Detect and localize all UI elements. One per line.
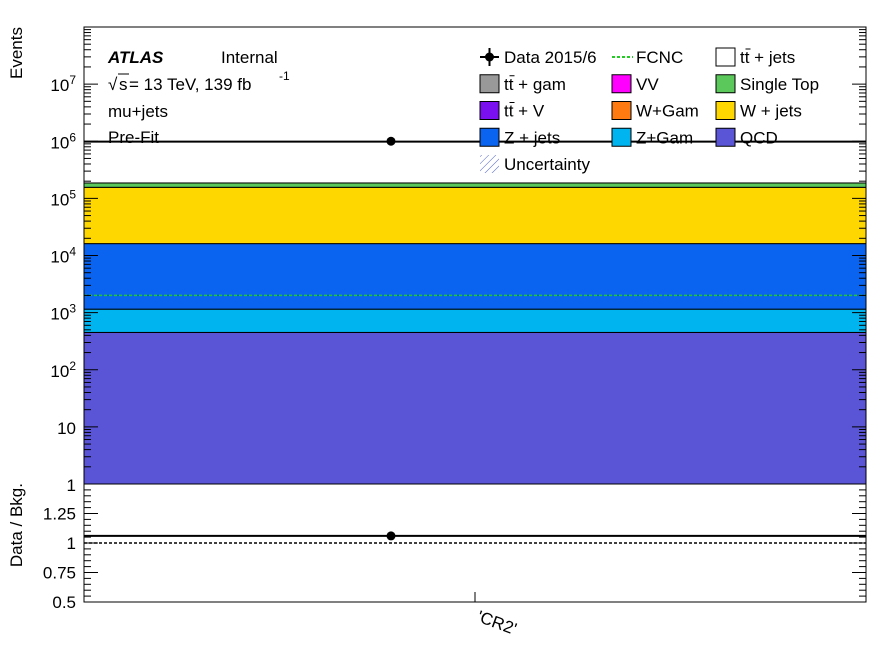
- legend-item-tt-jets: tt + jets: [715, 47, 795, 67]
- legend-item-z-gam: Z+Gam: [611, 127, 693, 147]
- y-tick-label: 102: [50, 359, 76, 381]
- energy-lumi-text: = 13 TeV, 139 fb: [129, 75, 251, 94]
- legend: Data 2015/6 FCNC tt + jets tt + gam VV Single…: [479, 47, 819, 174]
- legend-label: Z + jets: [504, 128, 560, 147]
- legend-swatch: [715, 74, 736, 94]
- data-point: [386, 136, 396, 146]
- y-tick-label: 103: [50, 302, 76, 324]
- y-tick-label: 10: [57, 419, 76, 438]
- legend-label: tt + jets: [740, 48, 795, 67]
- energy-lumi-label: √ s = 13 TeV, 139 fb -1: [108, 69, 290, 94]
- legend-swatch: [715, 47, 736, 67]
- legend-item-z-jets: Z + jets: [479, 127, 560, 147]
- y-tick-label: 105: [50, 187, 76, 209]
- atlas-label: ATLAS: [107, 48, 164, 67]
- legend-label: tt + V: [504, 102, 545, 121]
- legend-item-w-jets: W + jets: [715, 101, 802, 121]
- y-tick-label: 104: [50, 245, 76, 267]
- legend-label: Single Top: [740, 75, 819, 94]
- legend-item-uncertainty: Uncertainty: [480, 155, 590, 174]
- stack-bar-z-gam: [83, 308, 867, 333]
- legend-swatch: [479, 101, 500, 120]
- legend-label: QCD: [740, 128, 778, 147]
- y-tick-label: 1: [67, 476, 76, 495]
- channel-label: mu+jets: [108, 102, 168, 121]
- legend-item-w-gam: W+Gam: [611, 101, 699, 121]
- legend-swatch: [485, 52, 494, 62]
- ratio-y-tick-label: 1.25: [43, 505, 76, 524]
- legend-item-tt-v: tt + V: [479, 101, 545, 121]
- main-panel: 1 10 102 103 104 105 106 107 Events: [7, 26, 867, 495]
- atlas-labels: ATLAS Internal √ s = 13 TeV, 139 fb -1 m…: [107, 48, 290, 147]
- ratio-y-tick-label: 0.75: [43, 564, 76, 583]
- stack-bar-tt-jets: [83, 141, 867, 184]
- y-tick-label: 106: [50, 130, 76, 152]
- main-y-axis-title: Events: [7, 27, 26, 79]
- stack-bars: [83, 141, 867, 485]
- ratio-panel: 0.5 0.75 1 1.25 Data / Bkg. 'CR2': [7, 483, 867, 639]
- sqrt-s-label: s: [119, 75, 128, 94]
- x-category-label: 'CR2': [475, 607, 520, 639]
- y-tick-label: 107: [50, 73, 76, 95]
- legend-label: Uncertainty: [504, 155, 590, 174]
- legend-label: VV: [636, 75, 659, 94]
- stack-bar-single-top: [83, 182, 867, 188]
- legend-swatch: [479, 74, 500, 94]
- legend-label: tt + gam: [504, 75, 566, 94]
- sqrt-symbol: √: [108, 75, 118, 94]
- main-y-axis: 1 10 102 103 104 105 106 107: [50, 29, 866, 495]
- legend-swatch: [715, 101, 736, 120]
- legend-item-fcnc: FCNC: [612, 48, 683, 67]
- legend-label: W + jets: [740, 102, 802, 121]
- stack-bar-w-jets: [83, 186, 867, 245]
- ratio-y-axis-title: Data / Bkg.: [7, 483, 26, 567]
- legend-label: Z+Gam: [636, 128, 693, 147]
- legend-item-vv: VV: [611, 74, 659, 94]
- legend-item-data-2015-6: Data 2015/6: [480, 48, 597, 67]
- legend-swatch: [611, 101, 632, 120]
- legend-swatch: [611, 74, 632, 94]
- ratio-point: [386, 531, 396, 541]
- legend-item-tt-gam: tt + gam: [479, 74, 566, 94]
- legend-swatch: [479, 127, 500, 147]
- legend-item-qcd: QCD: [715, 127, 778, 147]
- legend-label: Data 2015/6: [504, 48, 597, 67]
- lumi-exponent: -1: [279, 69, 290, 83]
- legend-item-single-top: Single Top: [715, 74, 819, 94]
- ratio-y-tick-label: 0.5: [52, 593, 76, 612]
- stack-bar-z-jets: [83, 243, 867, 310]
- ratio-y-axis: 0.5 0.75 1 1.25: [43, 483, 866, 612]
- legend-swatch: [480, 155, 499, 173]
- legend-swatch: [611, 127, 632, 147]
- internal-label: Internal: [221, 48, 278, 67]
- legend-swatch: [715, 127, 736, 147]
- legend-label: W+Gam: [636, 102, 699, 121]
- stack-bar-qcd: [83, 331, 867, 485]
- stage-label: Pre-Fit: [108, 128, 159, 147]
- legend-label: FCNC: [636, 48, 683, 67]
- ratio-y-tick-label: 1: [67, 534, 76, 553]
